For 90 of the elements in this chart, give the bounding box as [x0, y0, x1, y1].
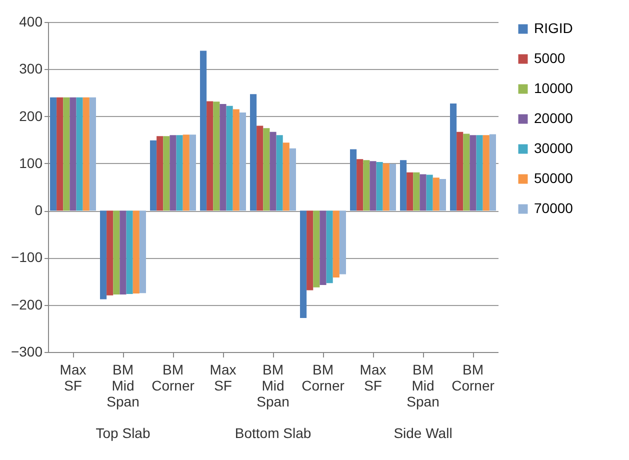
bar: [363, 160, 370, 211]
bar: [126, 210, 133, 294]
x-tick-label: BM Corner: [452, 362, 495, 394]
bar: [463, 134, 470, 211]
bar: [89, 97, 96, 211]
bar: [82, 97, 90, 211]
bar: [482, 135, 490, 211]
bar: [376, 162, 383, 211]
bar: [263, 128, 270, 211]
bar: [100, 210, 107, 300]
bar: [489, 134, 496, 211]
bar: [256, 126, 264, 211]
text: Top Slab: [96, 425, 150, 441]
y-tick-label: −200: [10, 296, 43, 312]
x-tick-label: BM Corner: [152, 362, 195, 394]
bar: [200, 50, 207, 211]
bar: [220, 104, 226, 211]
y-tick-label: −100: [10, 249, 43, 266]
y-tick-label: 400: [19, 14, 43, 30]
bar: [282, 142, 290, 211]
bar: [456, 132, 464, 211]
bar: [50, 97, 57, 211]
legend-label: 5000: [534, 50, 566, 66]
bar: [326, 210, 333, 284]
bar: [56, 97, 64, 211]
bar: [339, 210, 346, 274]
x-tick-label: Max SF: [60, 362, 86, 394]
bar: [156, 136, 164, 211]
bar: [382, 163, 390, 211]
bar: [163, 136, 170, 211]
bar: [400, 160, 407, 211]
legend-label: 10000: [534, 80, 574, 96]
bar: [450, 104, 457, 211]
bar: [176, 135, 183, 211]
bar: [76, 97, 83, 211]
bar: [113, 210, 120, 294]
x-tick-label: Max SF: [360, 362, 386, 394]
bar: [406, 172, 414, 211]
bar: [356, 159, 364, 211]
bar: [420, 174, 426, 211]
bar: [106, 210, 114, 296]
bar: [250, 94, 257, 211]
bar: [370, 161, 376, 211]
x-tick-label: BM Mid Span: [106, 362, 140, 410]
bar: [413, 172, 420, 211]
bar: [132, 210, 140, 294]
bar: [150, 140, 157, 211]
y-tick-label: 200: [19, 108, 43, 124]
bar: [439, 178, 446, 211]
bar: [213, 102, 220, 211]
legend-label: RIGID: [534, 20, 573, 36]
bar: [226, 106, 233, 211]
y-tick-label: 300: [19, 60, 43, 77]
bar: [476, 135, 483, 211]
legend-label: 70000: [534, 200, 574, 216]
text: Bottom Slab: [234, 425, 312, 441]
bar: [70, 97, 76, 211]
x-tick-label: Max SF: [210, 362, 236, 394]
x-tick-label: BM Corner: [302, 362, 345, 394]
bar: [139, 210, 146, 294]
bar: [300, 210, 307, 318]
bar: [470, 135, 476, 211]
bar: [289, 148, 296, 211]
text: Side Wall: [394, 425, 452, 441]
y-tick-label: 0: [34, 202, 43, 218]
y-tick-label: −300: [10, 344, 43, 360]
legend-label: 30000: [534, 140, 574, 156]
legend-label: 20000: [534, 110, 574, 126]
bar: [306, 210, 314, 290]
bar: [276, 135, 283, 211]
bar: [426, 174, 433, 211]
bar: [432, 178, 440, 211]
bar: [270, 132, 276, 211]
bar: [189, 134, 196, 211]
x-tick-label: BM Mid Span: [406, 362, 440, 410]
bar: [182, 134, 190, 211]
bar: [63, 97, 70, 211]
legend-label: 50000: [534, 170, 574, 186]
x-tick-label: BM Mid Span: [256, 362, 290, 410]
bar: [313, 210, 320, 288]
bar: [332, 210, 340, 278]
y-tick-label: 100: [19, 154, 43, 171]
bar: [206, 101, 214, 211]
bar: [350, 149, 357, 211]
bar: [170, 135, 176, 211]
bar: [239, 112, 246, 211]
bar: [389, 164, 396, 211]
bar: [320, 210, 326, 286]
bar: [232, 109, 240, 211]
bar: [120, 210, 126, 294]
